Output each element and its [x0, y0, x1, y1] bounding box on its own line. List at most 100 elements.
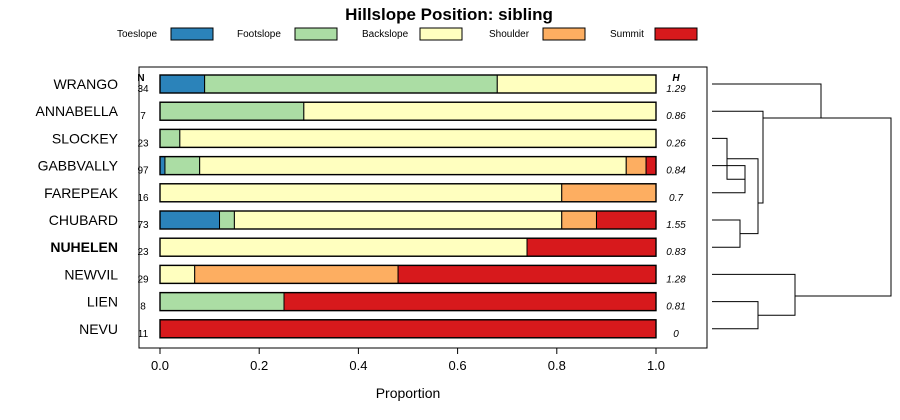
bar-outline-wrango	[159, 74, 657, 94]
legend-swatch-summit	[654, 27, 698, 41]
n-value-nuhelen: 23	[137, 247, 149, 258]
dendrogram-branch	[795, 117, 892, 297]
legend-label-toeslope: Toeslope	[117, 29, 157, 40]
bar-outline-annabella	[159, 101, 657, 121]
bar-segment-nuhelen-backslope	[159, 237, 528, 257]
bar-outline-chubard	[159, 210, 657, 230]
n-value-slockey: 23	[137, 138, 149, 149]
dendrogram-branch	[712, 110, 764, 204]
h-value-gabbvally: 0.84	[666, 166, 686, 177]
category-label-nevu: NEVU	[79, 321, 118, 337]
bar-outline-nevu	[159, 319, 657, 339]
bar-segment-nevu-summit	[159, 319, 657, 339]
legend-swatch-toeslope	[170, 27, 214, 41]
category-label-wrango: WRANGO	[53, 76, 118, 92]
h-value-chubard: 1.55	[666, 220, 686, 231]
dendrogram-branch	[712, 273, 796, 316]
x-tick-label: 0.6	[449, 358, 467, 373]
category-label-newvil: NEWVIL	[64, 266, 118, 282]
bar-segment-annabella-backslope	[303, 101, 657, 121]
plot-frame	[138, 66, 708, 349]
bar-outline-gabbvally	[159, 155, 657, 176]
bar-segment-farepeak-shoulder	[561, 183, 657, 203]
bar-segment-chubard-footslope	[219, 210, 235, 230]
bar-segment-gabbvally-summit	[645, 156, 657, 176]
bar-segment-chubard-summit	[595, 210, 657, 230]
legend-label-footslope: Footslope	[237, 29, 281, 40]
h-value-nevu: 0	[673, 329, 679, 340]
legend-label-backslope: Backslope	[362, 29, 409, 40]
bar-segment-wrango-toeslope	[159, 74, 206, 94]
category-label-nuhelen: NUHELEN	[50, 239, 118, 255]
n-value-lien: 8	[140, 302, 146, 313]
category-label-lien: LIEN	[87, 294, 118, 310]
bar-outline-farepeak	[159, 183, 657, 203]
bars	[159, 74, 657, 339]
category-label-chubard: CHUBARD	[49, 212, 118, 228]
h-value-slockey: 0.26	[666, 138, 686, 149]
bar-segment-gabbvally-backslope	[199, 156, 627, 176]
bar-segment-newvil-backslope	[159, 264, 196, 284]
n-value-chubard: 73	[137, 220, 149, 231]
bar-segment-slockey-backslope	[179, 128, 657, 148]
bar-segment-slockey-footslope	[159, 128, 181, 148]
x-axis: 0.0 0.2 0.4 0.6 0.8 1.0	[151, 348, 665, 373]
bar-outline-lien	[159, 291, 657, 312]
dendrogram-branch	[712, 83, 822, 119]
dendrogram-branch	[727, 158, 759, 235]
bar-outline-newvil	[159, 264, 657, 285]
x-tick-label: 0.8	[548, 358, 566, 373]
bar-segment-newvil-summit	[397, 264, 657, 284]
x-tick-label: 0.2	[250, 358, 268, 373]
row-labels: WRANGO 34 1.29 ANNABELLA 7 0.86 SLOCKEY 23 0.26 G…	[36, 76, 687, 340]
legend-swatch-backslope	[419, 27, 463, 41]
bar-segment-lien-summit	[283, 292, 657, 312]
bar-segment-annabella-footslope	[159, 101, 305, 121]
n-value-wrango: 34	[137, 84, 149, 95]
category-label-annabella: ANNABELLA	[36, 103, 119, 119]
h-value-newvil: 1.28	[666, 274, 686, 285]
category-label-slockey: SLOCKEY	[52, 130, 119, 146]
bar-segment-farepeak-backslope	[159, 183, 563, 203]
bar-outline-slockey	[159, 128, 657, 149]
dendrogram-branch	[712, 301, 759, 330]
chart-title: Hillslope Position: sibling	[345, 5, 553, 24]
bar-segment-lien-footslope	[159, 292, 285, 312]
legend-swatch-footslope	[294, 27, 338, 41]
category-label-farepeak: FAREPEAK	[44, 185, 119, 201]
n-value-nevu: 11	[138, 329, 149, 340]
bar-segment-chubard-backslope	[233, 210, 563, 230]
bar-segment-chubard-shoulder	[561, 210, 597, 230]
legend-label-summit: Summit	[610, 29, 644, 40]
h-value-annabella: 0.86	[666, 111, 686, 122]
bar-segment-nuhelen-summit	[526, 237, 657, 257]
bar-segment-newvil-shoulder	[194, 264, 399, 284]
dendrogram	[712, 83, 892, 330]
x-tick-label: 0.0	[151, 358, 169, 373]
n-value-gabbvally: 97	[137, 166, 149, 177]
legend-swatch-shoulder	[542, 27, 586, 41]
bar-segment-gabbvally-shoulder	[625, 156, 647, 176]
n-header: N	[137, 73, 144, 84]
bar-segment-wrango-footslope	[204, 74, 498, 94]
n-value-annabella: 7	[140, 111, 146, 122]
bar-segment-wrango-backslope	[496, 74, 657, 94]
h-header: H	[672, 73, 680, 84]
h-value-lien: 0.81	[666, 302, 685, 313]
category-label-gabbvally: GABBVALLY	[38, 158, 119, 174]
bar-segment-chubard-toeslope	[159, 210, 221, 230]
x-tick-label: 1.0	[647, 358, 665, 373]
x-tick-label: 0.4	[349, 358, 367, 373]
bar-outline-nuhelen	[159, 237, 657, 257]
legend-label-shoulder: Shoulder	[489, 29, 530, 40]
bar-segment-gabbvally-toeslope	[159, 156, 166, 176]
n-value-newvil: 29	[137, 274, 149, 285]
x-axis-title: Proportion	[376, 385, 441, 401]
dendrogram-branch	[712, 219, 741, 248]
h-value-wrango: 1.29	[666, 84, 686, 95]
n-value-farepeak: 16	[137, 193, 149, 204]
bar-segment-gabbvally-footslope	[164, 156, 201, 176]
h-value-nuhelen: 0.83	[666, 247, 686, 258]
legend: Toeslope Footslope Backslope Shoulder Summit	[117, 27, 698, 41]
